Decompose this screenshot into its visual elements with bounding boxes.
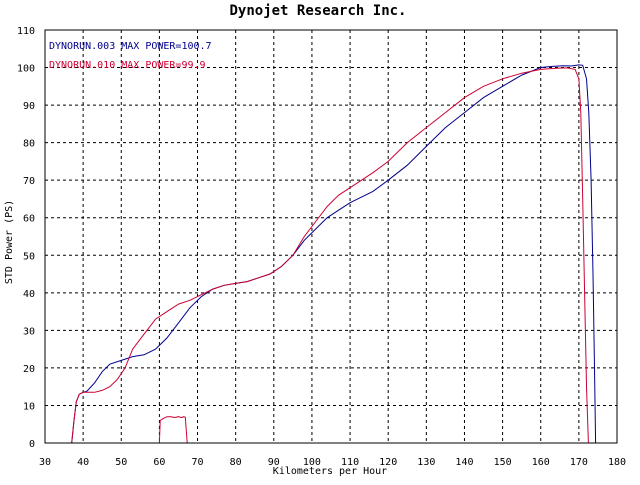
x-tick-label: 90 xyxy=(268,457,280,468)
x-tick-label: 180 xyxy=(608,457,626,468)
y-axis-label: STD Power (PS) xyxy=(4,200,15,284)
x-tick-label: 170 xyxy=(570,457,588,468)
series-line-2 xyxy=(158,416,188,444)
x-axis: 30 40 50 60 70 80 90 100 110 120 130 140 150 160 170 18… xyxy=(39,457,626,468)
y-tick-label: 30 xyxy=(23,326,35,337)
legend: DYNORUN.003 MAX POWER=100.7 DYNORUN.010 M… xyxy=(49,41,212,71)
x-tick-label: 120 xyxy=(379,457,397,468)
y-tick-label: 20 xyxy=(23,364,35,375)
x-tick-label: 40 xyxy=(77,457,89,468)
x-tick-label: 80 xyxy=(230,457,242,468)
series-lines xyxy=(71,64,597,444)
x-tick-label: 140 xyxy=(455,457,473,468)
x-tick-label: 70 xyxy=(192,457,204,468)
x-axis-label: Kilometers per Hour xyxy=(273,466,387,477)
y-tick-label: 80 xyxy=(23,139,35,150)
x-tick-label: 60 xyxy=(153,457,165,468)
grid xyxy=(45,30,617,443)
series-line-1 xyxy=(71,67,589,444)
y-tick-label: 90 xyxy=(23,101,35,112)
y-tick-label: 40 xyxy=(23,289,35,300)
y-tick-label: 0 xyxy=(29,439,35,450)
x-tick-label: 160 xyxy=(532,457,550,468)
legend-entry: DYNORUN.010 MAX POWER=99.9 xyxy=(49,60,206,71)
y-tick-label: 70 xyxy=(23,176,35,187)
y-tick-label: 50 xyxy=(23,251,35,262)
x-tick-label: 100 xyxy=(303,457,321,468)
y-tick-label: 10 xyxy=(23,401,35,412)
x-tick-label: 110 xyxy=(341,457,359,468)
y-tick-label: 100 xyxy=(17,64,35,75)
y-axis: 0 10 20 30 40 50 60 70 80 90 100 110 xyxy=(17,26,35,450)
x-tick-label: 130 xyxy=(417,457,435,468)
x-tick-label: 50 xyxy=(115,457,127,468)
x-tick-label: 150 xyxy=(494,457,512,468)
plot-frame xyxy=(44,29,618,444)
chart-title: Dynojet Research Inc. xyxy=(229,3,406,19)
series-line-0 xyxy=(71,64,597,444)
x-tick-label: 30 xyxy=(39,457,51,468)
y-tick-label: 110 xyxy=(17,26,35,37)
y-tick-label: 60 xyxy=(23,214,35,225)
legend-entry: DYNORUN.003 MAX POWER=100.7 xyxy=(49,41,212,52)
